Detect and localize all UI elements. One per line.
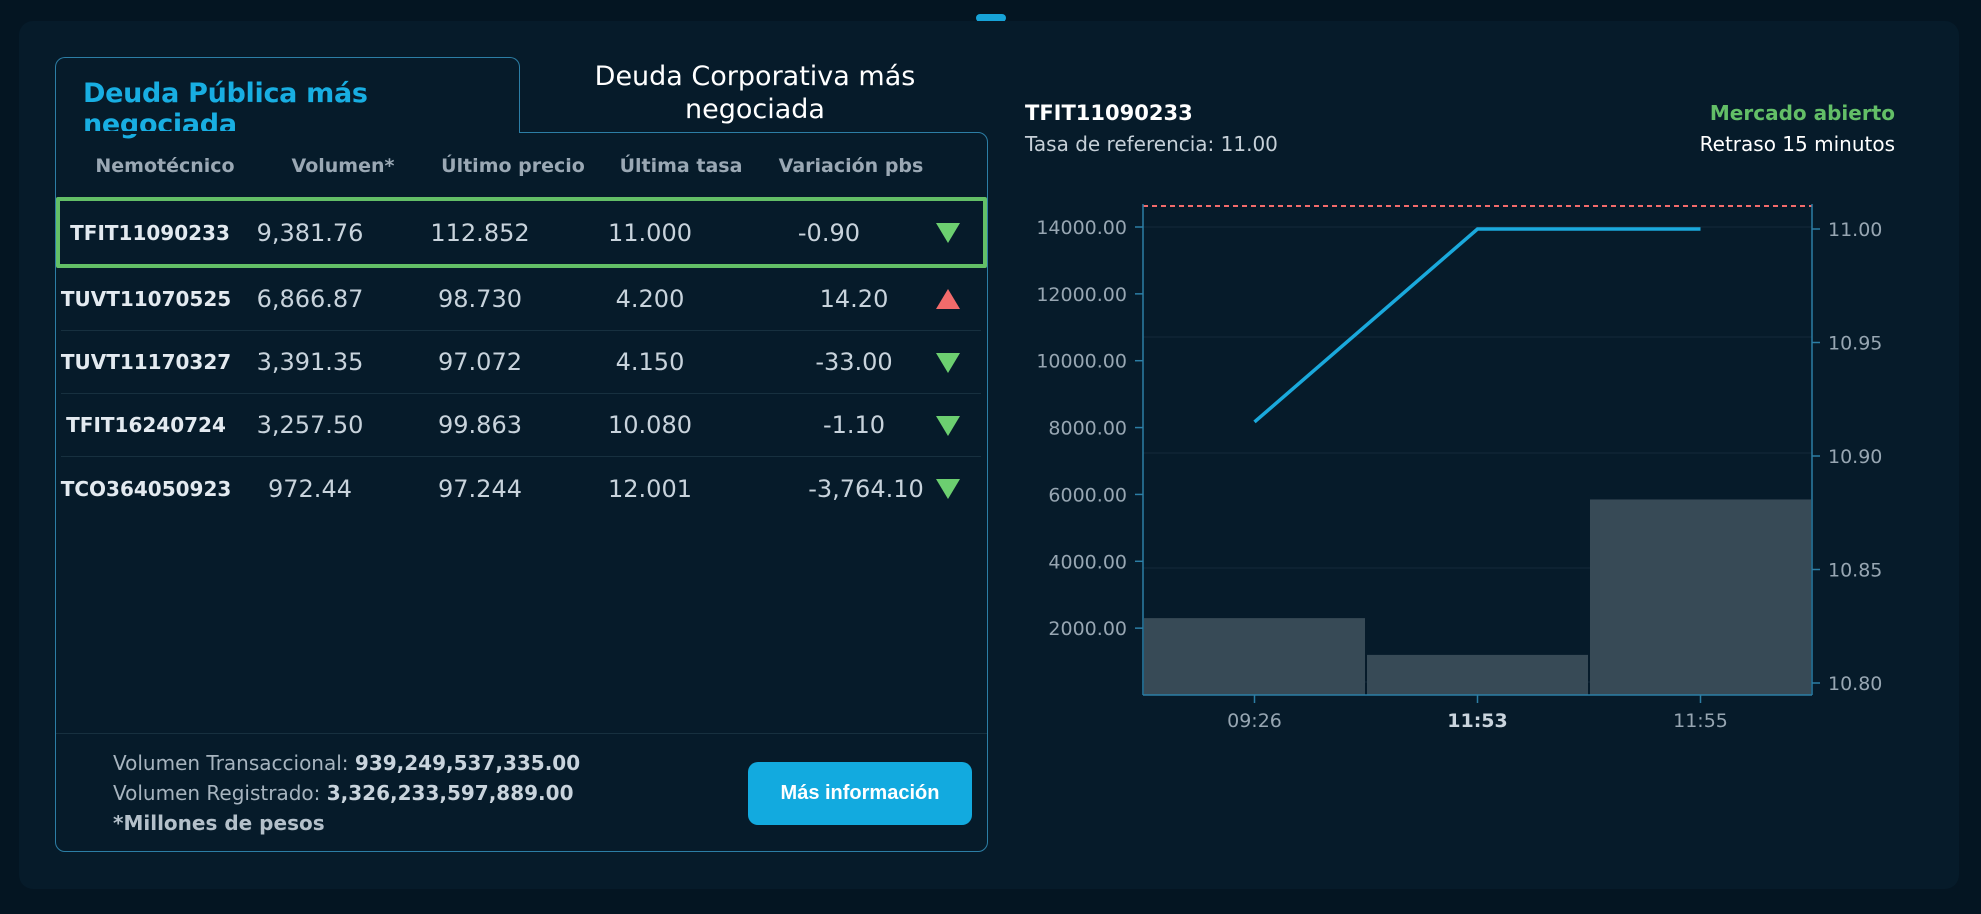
top-indicator [976, 14, 1006, 22]
cell-tasa: 4.200 [615, 285, 685, 313]
cell-variacion-value: -1.10 [822, 411, 886, 439]
cell-precio: 97.244 [438, 474, 522, 503]
col-header-nemotecnico[interactable]: Nemotécnico [95, 155, 235, 177]
table-row[interactable]: TUVT11170327 3,391.35 97.072 4.150 -33.0… [61, 331, 981, 394]
col-header-variacion[interactable]: Variación pbs [778, 155, 924, 177]
cell-variacion: -33.00 [790, 331, 930, 393]
left-tick-label: 10000.00 [1036, 351, 1127, 373]
col-header-ultimo-precio[interactable]: Último precio [441, 155, 585, 177]
trend-down-icon [936, 353, 960, 373]
right-tick-label: 10.80 [1828, 673, 1882, 695]
cell-variacion: 14.20 [790, 268, 930, 330]
cell-tasa: 4.150 [615, 348, 685, 376]
volumen-transaccional-value: 939,249,537,335.00 [354, 751, 581, 775]
cell-precio: 99.863 [438, 411, 522, 439]
cell-nemotecnico: TUVT11070525 [60, 287, 232, 311]
cell-precio: 97.072 [438, 348, 522, 376]
cell-variacion-value: -0.90 [797, 218, 860, 247]
left-tick-label: 4000.00 [1048, 551, 1127, 573]
left-tick-label: 12000.00 [1036, 284, 1127, 306]
cell-volumen: 3,257.50 [256, 411, 364, 439]
table-container [55, 132, 988, 852]
cell-variacion-value: -33.00 [815, 348, 893, 376]
right-tick-label: 11.00 [1828, 219, 1882, 241]
delay-note: Retraso 15 minutos [1699, 132, 1895, 156]
col-header-volumen[interactable]: Volumen* [291, 155, 395, 177]
cell-volumen: 9,381.76 [256, 218, 364, 247]
x-tick-label: 11:55 [1673, 710, 1728, 732]
cell-variacion-value: -3,764.10 [808, 474, 924, 503]
right-tick-label: 10.95 [1828, 333, 1882, 355]
cell-nemotecnico: TFIT16240724 [66, 413, 226, 437]
rate-line [1253, 227, 1701, 424]
cell-volumen: 972.44 [268, 474, 352, 503]
cell-nemotecnico: TFIT11090233 [70, 220, 230, 245]
cell-volumen: 6,866.87 [256, 285, 364, 313]
col-header-ultima-tasa[interactable]: Última tasa [619, 155, 743, 177]
left-tick-label: 2000.00 [1048, 618, 1127, 640]
left-tick-label: 14000.00 [1036, 217, 1127, 239]
left-tick-label: 8000.00 [1048, 418, 1127, 440]
x-tick-label: 09:26 [1227, 710, 1282, 732]
tab-deuda-corporativa[interactable]: Deuda Corporativa más negociada [594, 61, 916, 125]
table-row[interactable]: TFIT16240724 3,257.50 99.863 10.080 -1.1… [61, 394, 981, 457]
tab-join [56, 131, 519, 134]
volume-bar [1367, 654, 1588, 695]
millones-note: *Millones de pesos [113, 811, 325, 835]
price-volume-chart: 2000.00 4000.00 6000.00 8000.00 10000.00 1200… [1036, 204, 1882, 732]
cell-nemotecnico: TUVT11170327 [60, 350, 232, 374]
cell-tasa: 12.001 [608, 474, 692, 503]
tab-deuda-publica-label: Deuda Pública más negociada [83, 78, 368, 140]
trend-down-icon [936, 416, 960, 436]
mas-informacion-button[interactable]: Más información [748, 762, 972, 825]
trend-up-icon [936, 289, 960, 309]
volume-bar [1590, 499, 1811, 695]
trend-down-icon [936, 223, 960, 243]
x-tick-label: 11:53 [1447, 710, 1507, 732]
cell-precio: 98.730 [438, 285, 522, 313]
volumen-registrado: Volumen Registrado: 3,326,233,597,889.00 [113, 781, 573, 805]
chart-code: TFIT11090233 [1025, 101, 1193, 125]
cell-variacion: -1.10 [790, 394, 930, 456]
cell-precio: 112.852 [430, 218, 530, 247]
cell-variacion: -3,764.10 [790, 457, 930, 520]
trend-down-icon [936, 479, 960, 499]
tab-deuda-publica[interactable]: Deuda Pública más negociada [55, 57, 520, 140]
cell-variacion: -0.90 [790, 201, 930, 264]
table-row[interactable]: TCO364050923 972.44 97.244 12.001 -3,764… [61, 457, 981, 520]
volume-bar [1144, 618, 1365, 695]
table-row[interactable]: TFIT11090233 9,381.76 112.852 11.000 -0.… [56, 197, 987, 268]
cell-volumen: 3,391.35 [256, 348, 364, 376]
cell-nemotecnico: TCO364050923 [60, 476, 232, 501]
table-row[interactable]: TUVT11070525 6,866.87 98.730 4.200 14.20 [61, 268, 981, 331]
market-status: Mercado abierto [1709, 101, 1895, 125]
cell-tasa: 11.000 [608, 218, 692, 247]
chart-reference-rate: Tasa de referencia: 11.00 [1025, 132, 1278, 156]
volumen-transaccional-label: Volumen Transaccional: [113, 751, 355, 775]
volumen-registrado-label: Volumen Registrado: [113, 781, 327, 805]
footer-divider [56, 733, 987, 734]
right-tick-label: 10.90 [1828, 446, 1882, 468]
volumen-registrado-value: 3,326,233,597,889.00 [326, 781, 574, 805]
left-tick-label: 6000.00 [1048, 484, 1127, 506]
volumen-transaccional: Volumen Transaccional: 939,249,537,335.0… [113, 751, 580, 775]
cell-variacion-value: 14.20 [819, 285, 889, 313]
right-tick-label: 10.85 [1828, 560, 1882, 582]
cell-tasa: 10.080 [608, 411, 692, 439]
